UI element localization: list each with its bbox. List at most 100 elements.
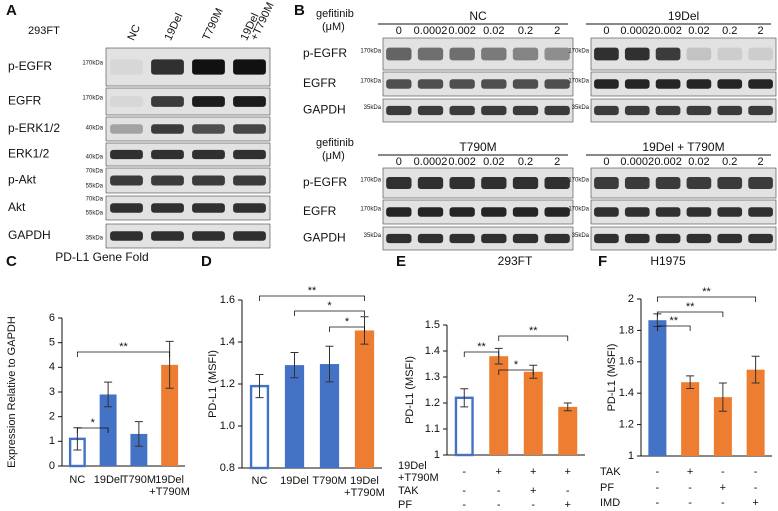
dose: 0 (603, 25, 609, 37)
panel-label: B (294, 2, 305, 19)
band (110, 149, 143, 160)
dose: 0.0002 (414, 25, 448, 37)
marker: 55kDa (86, 211, 104, 217)
marker: 170kDa (568, 178, 589, 184)
bar (249, 384, 270, 470)
bar (648, 320, 667, 456)
band (233, 149, 266, 160)
y-tick-label: 1.0 (220, 420, 235, 432)
dose: 0.2 (722, 156, 737, 168)
band (512, 207, 539, 217)
significance-bracket (329, 326, 365, 332)
blot (382, 199, 574, 225)
y-tick-label: 1.6 (619, 356, 634, 368)
marker: 170kDa (82, 61, 103, 67)
dose: 0.0002 (620, 25, 654, 37)
marker: 35kDa (572, 105, 590, 111)
band (192, 203, 225, 213)
bar (130, 433, 148, 466)
row-label: ERK1/2 (8, 147, 50, 161)
band (417, 105, 444, 116)
significance-bracket (656, 296, 757, 302)
chart-title: 293FT (498, 254, 533, 268)
band (748, 105, 773, 116)
band (512, 79, 539, 89)
condition-value: - (497, 499, 501, 511)
bar (681, 382, 700, 456)
y-tick-label: 1.4 (619, 387, 634, 399)
y-tick-label: 1.6 (220, 294, 235, 306)
band (624, 79, 650, 89)
band (748, 207, 773, 217)
y-axis-label: PD-L1 (MSFI) (404, 356, 416, 424)
blot (590, 98, 777, 123)
band (481, 47, 507, 61)
x-tick-label: T790M (312, 475, 346, 487)
error-bar (460, 388, 469, 408)
y-tick-label: 1.2 (425, 397, 440, 409)
error-bar (563, 402, 572, 412)
band (192, 59, 225, 75)
lane-label: 19Del (162, 11, 185, 42)
band (686, 207, 712, 217)
bar (284, 365, 305, 468)
group-title: T790M (459, 140, 496, 154)
band (717, 47, 743, 61)
dose: 2 (758, 156, 764, 168)
band (110, 124, 143, 134)
y-tick-label: 5 (49, 337, 55, 349)
band (686, 233, 712, 244)
band (624, 233, 650, 244)
condition-value: + (720, 482, 726, 494)
band (481, 177, 507, 189)
band (717, 207, 743, 217)
band (386, 105, 412, 116)
band (748, 79, 773, 89)
significance-mark: ** (686, 301, 695, 313)
y-tick-label: 1.4 (220, 336, 235, 348)
condition-value: - (462, 485, 466, 497)
significance-mark: ** (669, 315, 678, 327)
row-label: EGFR (303, 76, 337, 90)
x-tick-label: 19Del (350, 475, 379, 487)
x-tick-label: 19Del (155, 474, 184, 486)
band (655, 177, 681, 189)
significance-mark: * (327, 300, 332, 312)
band (594, 207, 619, 217)
row-label: GAPDH (303, 231, 346, 245)
condition-value: + (565, 499, 571, 511)
condition-value: - (566, 485, 570, 497)
condition-value: - (656, 466, 660, 478)
dose: 2 (554, 156, 560, 168)
dose: 0.2 (518, 156, 533, 168)
dose: 2 (554, 25, 560, 37)
dose: 0.0002 (414, 156, 448, 168)
band (544, 79, 570, 89)
band (110, 231, 143, 241)
condition-value: - (721, 466, 725, 478)
y-tick-label: 1.2 (220, 378, 235, 390)
error-bar (718, 382, 727, 412)
condition-value: + (752, 497, 758, 509)
row-label: p-ERK1/2 (8, 121, 60, 135)
dose: 0.2 (722, 25, 737, 37)
group-title: 19Del (668, 9, 699, 23)
y-tick-label: 1.5 (425, 319, 440, 331)
band (717, 177, 743, 189)
band (544, 47, 570, 61)
panel-label: E (396, 253, 406, 270)
x-tick-label: NC (252, 475, 268, 487)
bar (713, 397, 732, 456)
error-bar (751, 355, 760, 384)
group-title: 19Del + T790M (642, 140, 724, 154)
band (386, 79, 412, 89)
band (233, 59, 266, 75)
band (192, 175, 225, 186)
significance-mark: * (91, 417, 96, 429)
band (151, 96, 184, 107)
row-label: p-EGFR (303, 46, 347, 60)
band (624, 177, 650, 189)
band (594, 105, 619, 116)
band (417, 47, 444, 61)
band (748, 47, 773, 61)
